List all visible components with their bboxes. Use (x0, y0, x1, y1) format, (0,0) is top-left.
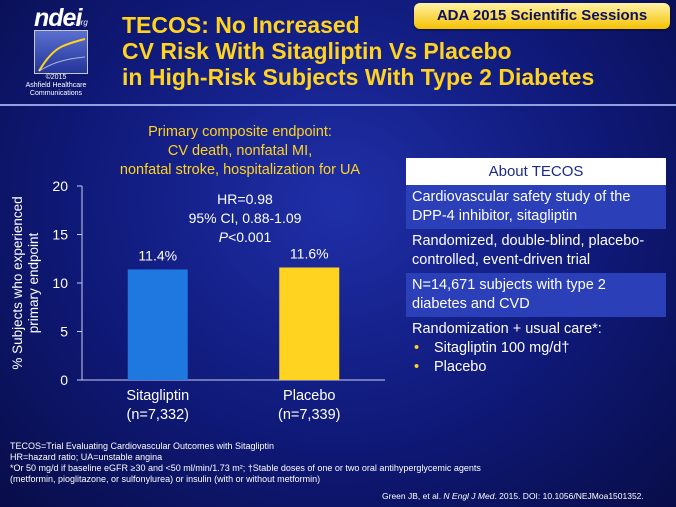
about-row-4-text: Randomization + usual care*: (412, 321, 602, 337)
p-value: <0.001 (228, 229, 272, 245)
title-line-1: TECOS: No Increased (122, 12, 360, 38)
x-tick-label: Placebo (283, 388, 335, 404)
header-divider (0, 104, 676, 106)
footnote-1: TECOS=Trial Evaluating Cardiovascular Ou… (10, 441, 275, 451)
y-axis-label-line-2: primary endpoint (26, 232, 41, 333)
about-row-1: Cardiovascular safety study of the DPP-4… (406, 185, 666, 229)
slide-title: TECOS: No Increased CV Risk With Sitagli… (122, 12, 662, 90)
conference-badge: ADA 2015 Scientific Sessions (414, 3, 670, 29)
about-bullets: Sitagliptin 100 mg/d† Placebo (412, 339, 660, 377)
bar-value-label: 11.4% (138, 247, 177, 263)
chart-title-line-1: Primary composite endpoint: (148, 124, 332, 140)
about-heading: About TECOS (406, 158, 666, 185)
bar-value-label: 11.6% (290, 245, 329, 261)
about-tecos-panel: About TECOS Cardiovascular safety study … (406, 158, 666, 380)
hr-p-value: P<0.001 (160, 228, 330, 247)
y-tick-label: 15 (52, 227, 68, 243)
y-tick-label: 0 (60, 372, 68, 388)
citation-authors: Green JB, et al. (382, 491, 444, 501)
logo-domain: .org (74, 18, 88, 27)
citation-journal: N Engl J Med (443, 491, 495, 501)
y-tick-label: 5 (60, 324, 68, 340)
y-tick-label: 20 (52, 178, 68, 194)
chart-title: Primary composite endpoint: CV death, no… (90, 123, 390, 180)
x-tick-label: Sitagliptin (126, 388, 189, 404)
p-label: P (218, 229, 229, 245)
footnote-2: HR=hazard ratio; UA=unstable angina (10, 452, 163, 462)
footnote-4: (metformin, pioglitazone, or sulfonylure… (10, 474, 321, 484)
chart-title-line-2: CV death, nonfatal MI, (167, 143, 313, 159)
ndei-logo: ndei .org ©2015 Ashfield Healthcare Comm… (6, 4, 106, 100)
about-bullet-2: Placebo (414, 358, 660, 377)
hr-ci: 95% CI, 0.88-1.09 (188, 210, 302, 226)
logo-copyright: ©2015 Ashfield Healthcare Communications (25, 74, 87, 97)
chart-title-line-3: nonfatal stroke, hospitalization for UA (119, 162, 361, 178)
about-row-4: Randomization + usual care*: Sitagliptin… (406, 317, 666, 380)
bar-placebo (279, 267, 340, 380)
y-axis-label-line-1: % Subjects who experienced (10, 196, 25, 369)
bar-sitagliptin (127, 269, 188, 380)
logo-brand: ndei (34, 4, 82, 32)
title-line-2: CV Risk With Sitagliptin Vs Placebo (122, 38, 512, 64)
x-tick-sublabel: (n=7,332) (127, 407, 189, 423)
footnotes: TECOS=Trial Evaluating Cardiovascular Ou… (10, 441, 670, 485)
bar-chart: 0 5 10 15 20 % Subjects who experienced primar… (10, 178, 385, 423)
citation: Green JB, et al. N Engl J Med. 2015. DOI… (382, 491, 672, 501)
about-row-3: N=14,671 subjects with type 2 diabetes a… (406, 273, 666, 317)
footnote-3: *Or 50 mg/d if baseline eGFR ≥30 and <50… (10, 463, 481, 473)
title-line-3: in High-Risk Subjects With Type 2 Diabet… (122, 64, 595, 90)
x-tick-sublabel: (n=7,339) (278, 407, 340, 423)
about-bullet-1: Sitagliptin 100 mg/d† (414, 339, 660, 358)
citation-rest: . 2015. DOI: 10.1056/NEJMoa1501352. (494, 491, 644, 501)
about-row-2: Randomized, double-blind, placebo-contro… (412, 233, 645, 268)
hr-value: HR=0.98 (217, 191, 273, 207)
y-tick-label: 10 (52, 275, 68, 291)
logo-emblem-icon (34, 30, 88, 74)
hazard-ratio-box: HR=0.98 95% CI, 0.88-1.09 P<0.001 (160, 190, 330, 247)
